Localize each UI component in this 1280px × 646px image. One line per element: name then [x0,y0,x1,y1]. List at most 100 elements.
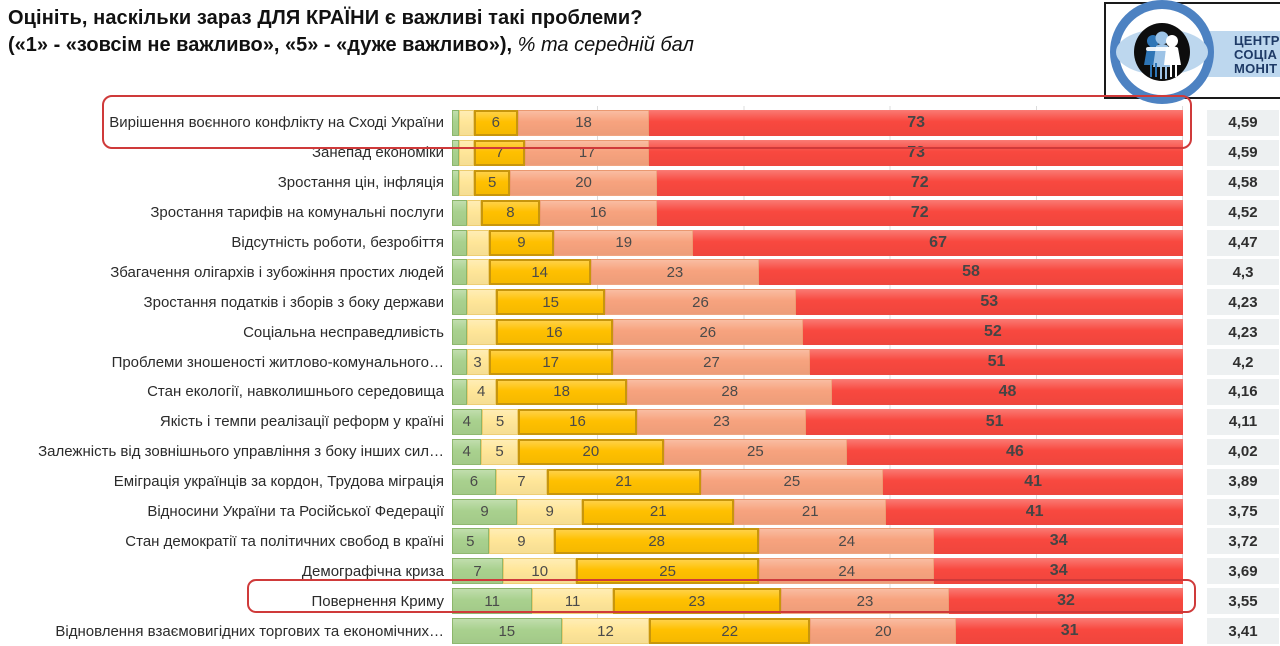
chart-row: Стан демократії та політичних свобод в к… [0,526,1280,556]
bar-segment-rating-1 [452,349,467,376]
stacked-bar: 4 18 28 48 [452,377,1183,407]
bar-segment-rating-4: 25 [663,438,847,465]
segment-value: 11 [564,592,581,610]
bar-segment-rating-5: 31 [956,618,1183,645]
segment-value: 24 [838,532,856,550]
segment-value: 4 [462,443,471,461]
segment-value: 7 [473,562,482,580]
average-score: 3,89 [1207,468,1279,495]
logo-box: ЦЕНТР СОЦІА МОНІТ [1104,0,1280,104]
score-cell: 4,59 [1207,138,1279,168]
stacked-bar-inner: 4 5 20 25 46 [452,438,1183,465]
bar-segment-rating-2 [466,319,496,346]
bar-segment-rating-5: 73 [649,109,1183,136]
bar-segment-rating-3: 7 [473,139,526,166]
bar-segment-rating-3: 22 [649,618,811,645]
bar-segment-rating-4: 26 [612,319,803,346]
bar-segment-rating-4: 19 [554,229,694,256]
segment-value: 48 [998,382,1017,400]
stacked-bar: 7 17 73 [452,138,1183,168]
bar-segment-rating-3: 28 [554,528,759,555]
score-cell: 4,47 [1207,228,1279,258]
chart-row: Відновлення взаємовигідних торгових та е… [0,616,1280,646]
average-score: 3,55 [1207,588,1279,615]
segment-value: 7 [517,473,526,491]
segment-value: 27 [703,353,720,371]
chart-row: Стан екології, навколишнього середовища 4… [0,377,1280,407]
bar-segment-rating-2: 7 [495,468,548,495]
score-cell: 4,2 [1207,347,1279,377]
bar-segment-rating-1: 5 [452,528,489,555]
segment-value: 9 [517,532,526,550]
bar-segment-rating-2: 9 [488,528,555,555]
row-label: Вирішення воєнного конфлікту на Сході Ук… [109,114,444,132]
chart-row: Зростання податків і зборів з боку держа… [0,287,1280,317]
stacked-bar-inner: 4 18 28 48 [452,378,1183,405]
bar-segment-rating-4: 18 [517,109,650,136]
bar-segment-rating-3: 5 [473,169,511,196]
segment-value: 72 [910,173,929,191]
bar-segment-rating-5: 41 [883,468,1183,495]
stacked-bar: 15 12 22 20 31 [452,616,1183,646]
segment-value: 3 [473,353,482,371]
segment-value: 23 [666,263,684,281]
stacked-bar-inner: 6 7 21 25 41 [452,468,1183,495]
average-score: 4,02 [1207,438,1279,465]
average-score: 3,72 [1207,528,1279,555]
bar-segment-rating-1 [452,259,467,286]
bar-segment-rating-3: 14 [488,259,591,286]
bar-segment-rating-2: 5 [481,438,518,465]
segment-value: 5 [495,443,504,461]
segment-value: 21 [615,473,633,491]
bar-segment-rating-3: 16 [518,408,637,435]
stacked-bar: 11 11 23 23 32 [452,586,1183,616]
stacked-bar: 14 23 58 [452,257,1183,287]
chart-rows: Вирішення воєнного конфлікту на Сході Ук… [0,108,1280,646]
segment-value: 18 [553,383,570,401]
bar-segment-rating-5: 34 [934,558,1183,585]
bar-segment-rating-2: 3 [466,349,489,376]
average-score: 3,75 [1207,498,1279,525]
segment-value: 9 [517,234,526,251]
average-score: 4,16 [1207,378,1279,405]
chart-row: Еміграція українців за кордон, Трудова м… [0,467,1280,497]
segment-value: 5 [495,413,505,431]
stacked-bar: 9 19 67 [452,228,1183,258]
score-cell: 4,23 [1207,317,1279,347]
bar-segment-rating-1 [452,199,467,226]
bar-segment-rating-4: 23 [590,259,759,286]
segment-value: 26 [699,323,717,341]
average-score: 4,23 [1207,289,1279,316]
segment-value: 16 [545,323,563,341]
segment-value: 12 [597,622,614,640]
segment-value: 20 [874,622,892,640]
bar-segment-rating-4: 28 [627,378,833,405]
segment-value: 51 [987,353,1006,371]
chart-row: Якість і темпи реалізації реформ у країн… [0,407,1280,437]
segment-value: 8 [506,204,515,222]
bar-segment-rating-2 [466,199,482,226]
row-label: Якість і темпи реалізації реформ у країн… [159,413,444,431]
average-score: 4,3 [1207,259,1279,286]
segment-value: 9 [545,503,554,521]
bar-segment-rating-3: 9 [488,229,555,256]
logo-text-line2: СОЦІА [1234,47,1278,62]
bar-segment-rating-5: 58 [758,259,1183,286]
segment-value: 52 [984,323,1002,341]
average-score: 4,59 [1207,109,1279,136]
score-cell: 4,3 [1207,257,1279,287]
stacked-bar: 6 7 21 25 41 [452,467,1183,497]
chart-row: Занепад економіки 7 17 73 4,59 [0,138,1280,168]
stacked-bar-inner: 7 10 25 24 34 [452,558,1183,585]
bar-segment-rating-1: 7 [452,558,504,585]
bar-segment-rating-1: 9 [452,498,518,525]
average-score: 4,11 [1207,408,1279,435]
logo-circle [1110,0,1214,104]
bar-segment-rating-4: 16 [539,199,657,226]
stacked-bar-inner: 5 9 28 24 34 [452,528,1183,555]
segment-value: 6 [469,473,479,491]
chart-title: Оцініть, наскільки зараз ДЛЯ КРАЇНИ є ва… [8,4,1098,59]
bar-segment-rating-5: 67 [693,229,1183,256]
bar-segment-rating-4: 23 [780,588,950,615]
segment-value: 5 [488,174,497,192]
